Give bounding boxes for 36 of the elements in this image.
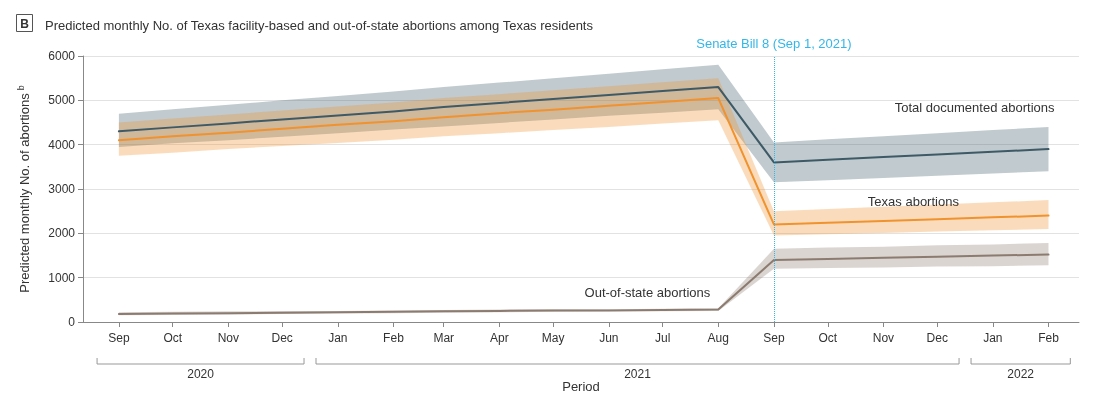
x-tick-label: Aug <box>707 331 729 345</box>
x-tick-label: May <box>541 331 565 345</box>
series-label: Texas abortions <box>867 193 960 209</box>
x-tick-label: Sep <box>763 331 785 345</box>
y-tick-label: 1000 <box>48 270 76 285</box>
ref-line-label: Senate Bill 8 (Sep 1, 2021) <box>696 36 852 51</box>
x-tick-label: Jul <box>654 331 671 345</box>
x-tick-label: Jan <box>983 331 1003 345</box>
y-tick-label: 3000 <box>48 182 76 196</box>
text: Total documented abortions <box>894 100 1055 116</box>
series-label: Out-of-state abortions <box>584 284 711 300</box>
x-tick-label: Oct <box>818 331 838 345</box>
text: B <box>20 16 30 31</box>
text: 2022 <box>1007 367 1035 381</box>
x-tick-label: Jun <box>599 331 619 345</box>
x-tick-label: Dec <box>271 331 293 345</box>
x-tick-label: Apr <box>490 331 509 345</box>
y-tick-label: 2000 <box>48 226 76 241</box>
x-tick-label: Dec <box>926 331 948 345</box>
x-tick-label: Oct <box>163 331 183 345</box>
chart-title: Predicted monthly No. of Texas facility-based and out-of-state abortions among Texas residents <box>45 18 594 33</box>
x-axis-title: Period <box>562 379 600 394</box>
x-tick-label: Jan <box>328 331 348 345</box>
x-tick-label: Nov <box>872 331 895 345</box>
y-tick-label: 0 <box>68 315 76 329</box>
text: 2021 <box>624 367 652 381</box>
x-tick-label: Mar <box>433 331 455 345</box>
text: 2020 <box>187 367 215 381</box>
x-tick-label: Feb <box>1038 331 1060 345</box>
x-tick-label: Feb <box>383 331 405 345</box>
x-tick-label: Sep <box>108 331 130 345</box>
y-tick-label: 4000 <box>48 137 76 152</box>
y-tick-label: 6000 <box>48 49 76 63</box>
y-tick-label: 5000 <box>48 93 76 108</box>
x-tick-label: Nov <box>217 331 240 345</box>
y-axis-title: Predicted monthly No. of abortionsb <box>15 85 32 293</box>
